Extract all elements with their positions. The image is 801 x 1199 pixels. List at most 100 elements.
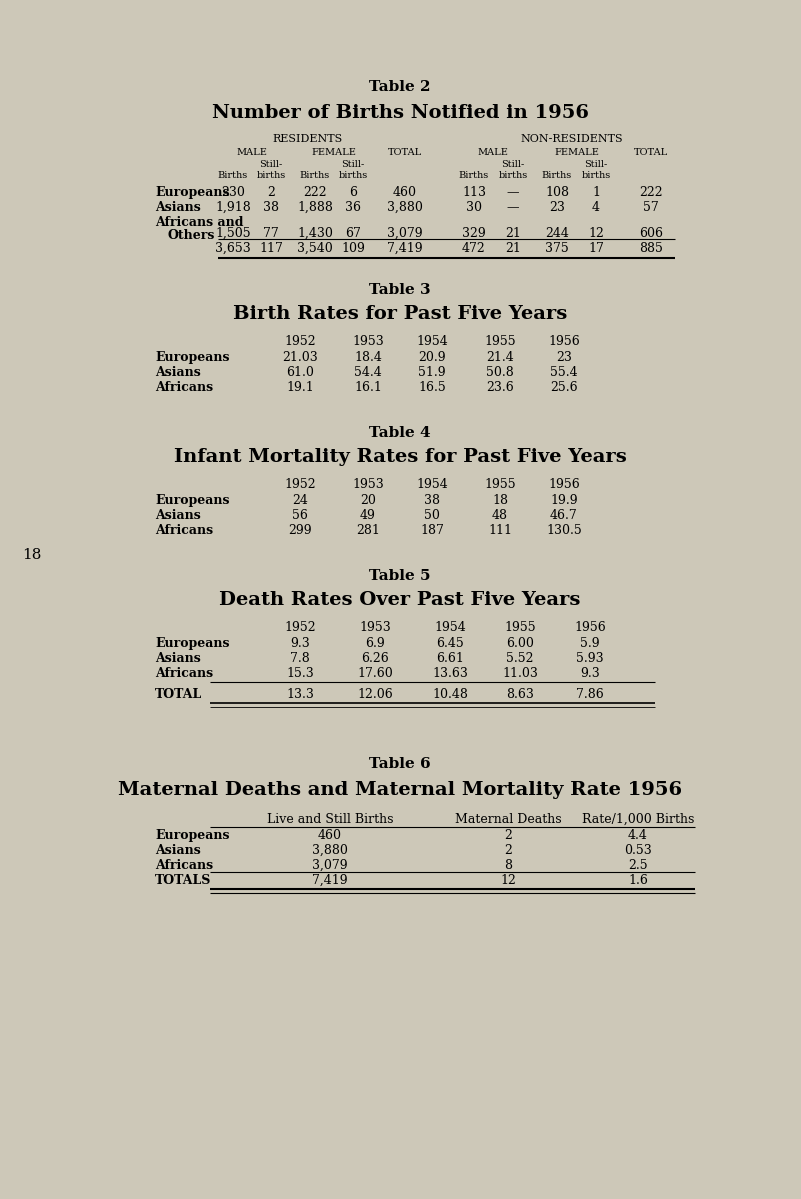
Text: Number of Births Notified in 1956: Number of Births Notified in 1956 (211, 104, 589, 122)
Text: 1953: 1953 (352, 478, 384, 492)
Text: 18.4: 18.4 (354, 351, 382, 364)
Text: 61.0: 61.0 (286, 366, 314, 379)
Text: 25.6: 25.6 (550, 381, 578, 394)
Text: 55.4: 55.4 (550, 366, 578, 379)
Text: 21: 21 (505, 227, 521, 240)
Text: 11.03: 11.03 (502, 667, 538, 680)
Text: Still-: Still- (341, 159, 364, 169)
Text: TOTALS: TOTALS (155, 874, 211, 887)
Text: 1,505: 1,505 (215, 227, 251, 240)
Text: 19.9: 19.9 (550, 494, 578, 507)
Text: 3,540: 3,540 (297, 242, 333, 255)
Text: 1953: 1953 (359, 621, 391, 634)
Text: MALE: MALE (236, 147, 268, 157)
Text: 38: 38 (263, 201, 279, 213)
Text: 4: 4 (592, 201, 600, 213)
Text: Table 5: Table 5 (369, 570, 431, 583)
Text: Asians: Asians (155, 366, 201, 379)
Text: Africans and: Africans and (155, 216, 244, 229)
Text: 1952: 1952 (284, 335, 316, 348)
Text: 2: 2 (504, 844, 512, 857)
Text: 6: 6 (349, 186, 357, 199)
Text: Infant Mortality Rates for Past Five Years: Infant Mortality Rates for Past Five Yea… (174, 448, 626, 466)
Text: 472: 472 (462, 242, 486, 255)
Text: 67: 67 (345, 227, 361, 240)
Text: FEMALE: FEMALE (554, 147, 599, 157)
Text: Still-: Still- (585, 159, 608, 169)
Text: Table 2: Table 2 (369, 80, 431, 94)
Text: 46.7: 46.7 (550, 510, 578, 522)
Text: Asians: Asians (155, 201, 201, 213)
Text: 130.5: 130.5 (546, 524, 582, 537)
Text: 2: 2 (504, 829, 512, 842)
Text: 460: 460 (318, 829, 342, 842)
Text: 1955: 1955 (504, 621, 536, 634)
Text: 606: 606 (639, 227, 663, 240)
Text: 6.9: 6.9 (365, 637, 384, 650)
Text: 329: 329 (462, 227, 486, 240)
Text: 2: 2 (267, 186, 275, 199)
Text: 30: 30 (466, 201, 482, 213)
Text: 12: 12 (500, 874, 516, 887)
Text: Asians: Asians (155, 652, 201, 665)
Text: 36: 36 (345, 201, 361, 213)
Text: Births: Births (459, 171, 489, 180)
Text: 49: 49 (360, 510, 376, 522)
Text: Still-: Still- (260, 159, 283, 169)
Text: 1956: 1956 (548, 478, 580, 492)
Text: 1955: 1955 (484, 478, 516, 492)
Text: 3,079: 3,079 (312, 858, 348, 872)
Text: —: — (507, 186, 519, 199)
Text: 8: 8 (504, 858, 512, 872)
Text: 23: 23 (549, 201, 565, 213)
Text: 109: 109 (341, 242, 365, 255)
Text: 21.4: 21.4 (486, 351, 514, 364)
Text: Births: Births (218, 171, 248, 180)
Text: 113: 113 (462, 186, 486, 199)
Text: 1952: 1952 (284, 621, 316, 634)
Text: RESIDENTS: RESIDENTS (273, 134, 343, 144)
Text: Others: Others (167, 229, 215, 242)
Text: Maternal Deaths: Maternal Deaths (455, 813, 562, 826)
Text: 18: 18 (22, 548, 42, 562)
Text: 1954: 1954 (417, 335, 448, 348)
Text: Africans: Africans (155, 524, 213, 537)
Text: 3,653: 3,653 (215, 242, 251, 255)
Text: 23: 23 (556, 351, 572, 364)
Text: TOTAL: TOTAL (634, 147, 668, 157)
Text: 57: 57 (643, 201, 659, 213)
Text: 3,880: 3,880 (387, 201, 423, 213)
Text: 10.48: 10.48 (432, 688, 468, 701)
Text: Still-: Still- (501, 159, 525, 169)
Text: 24: 24 (292, 494, 308, 507)
Text: 17: 17 (588, 242, 604, 255)
Text: Live and Still Births: Live and Still Births (267, 813, 393, 826)
Text: MALE: MALE (477, 147, 509, 157)
Text: 111: 111 (488, 524, 512, 537)
Text: 17.60: 17.60 (357, 667, 392, 680)
Text: 50: 50 (424, 510, 440, 522)
Text: 54.4: 54.4 (354, 366, 382, 379)
Text: 50.8: 50.8 (486, 366, 514, 379)
Text: 20: 20 (360, 494, 376, 507)
Text: 1956: 1956 (548, 335, 580, 348)
Text: 1952: 1952 (284, 478, 316, 492)
Text: 6.61: 6.61 (436, 652, 464, 665)
Text: 222: 222 (304, 186, 327, 199)
Text: 48: 48 (492, 510, 508, 522)
Text: 12.06: 12.06 (357, 688, 392, 701)
Text: 5.93: 5.93 (576, 652, 604, 665)
Text: births: births (338, 171, 368, 180)
Text: —: — (507, 201, 519, 213)
Text: births: births (256, 171, 286, 180)
Text: 885: 885 (639, 242, 663, 255)
Text: 1,430: 1,430 (297, 227, 333, 240)
Text: 222: 222 (639, 186, 662, 199)
Text: 1,888: 1,888 (297, 201, 333, 213)
Text: Births: Births (300, 171, 330, 180)
Text: 7.8: 7.8 (290, 652, 310, 665)
Text: 56: 56 (292, 510, 308, 522)
Text: 1: 1 (592, 186, 600, 199)
Text: 375: 375 (545, 242, 569, 255)
Text: Africans: Africans (155, 858, 213, 872)
